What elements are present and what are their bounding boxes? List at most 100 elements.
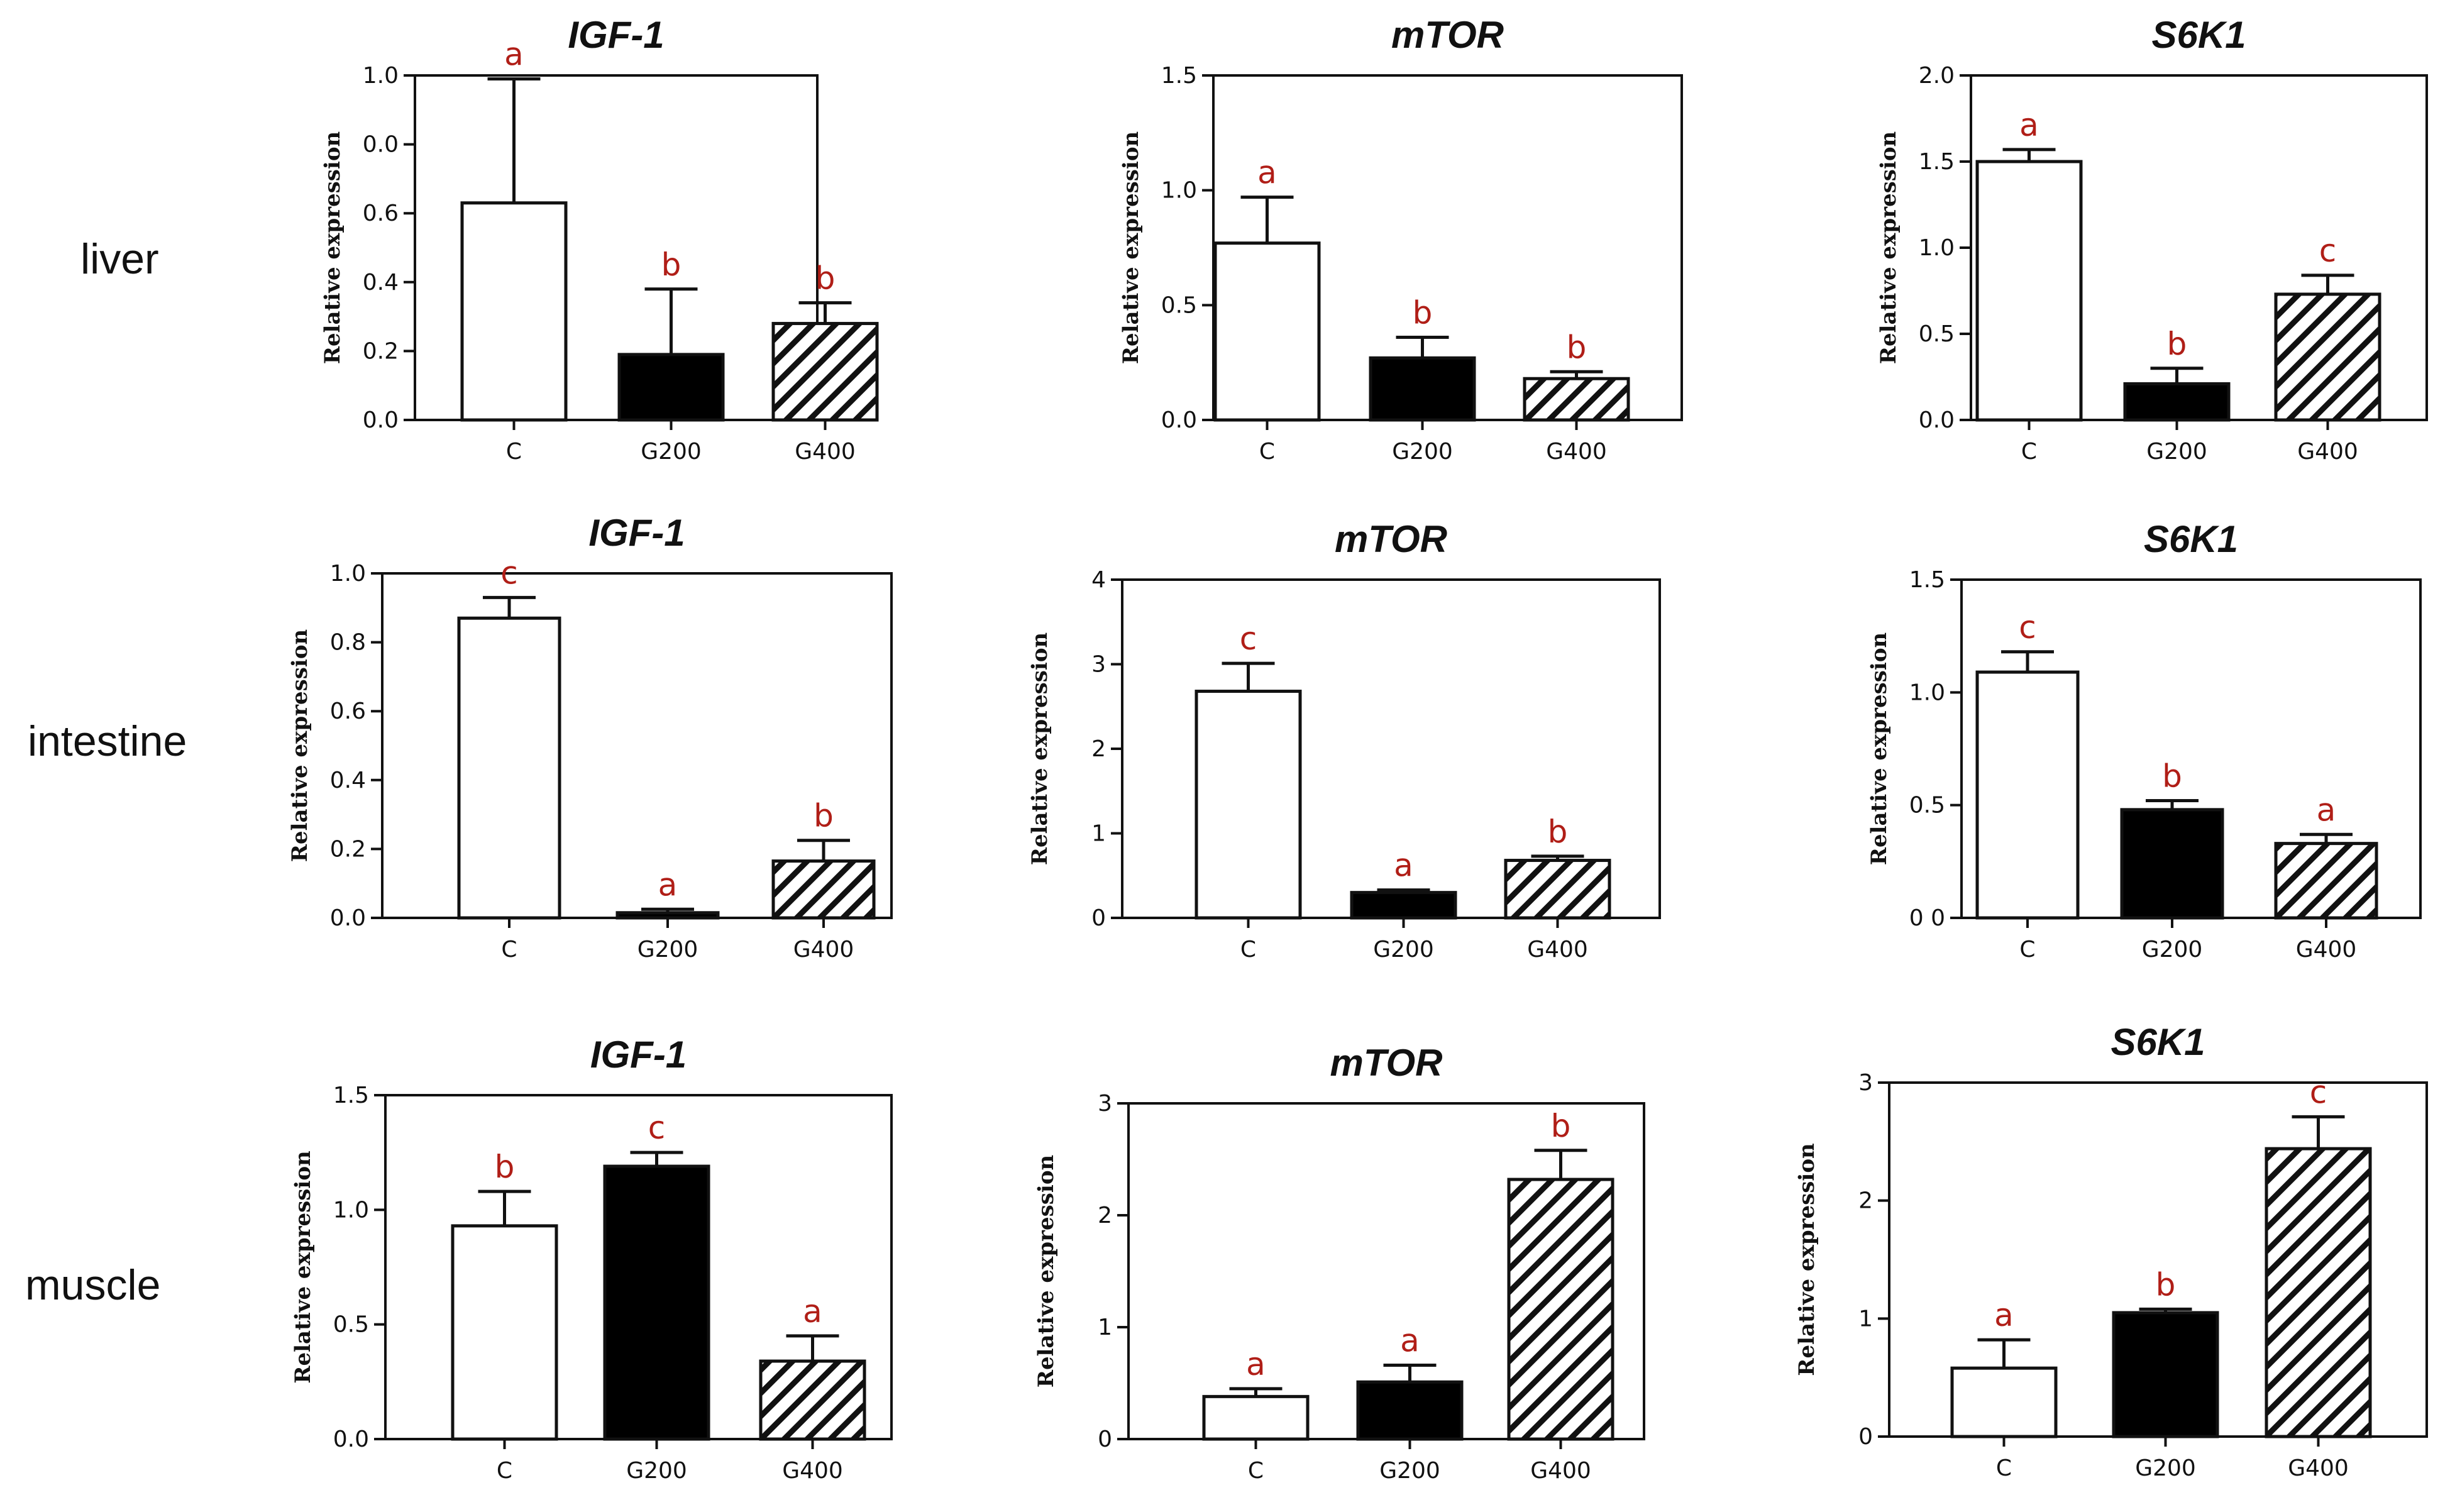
- y-tick-label: 0.4: [363, 270, 399, 295]
- y-tick-label: 1.0: [1919, 235, 1955, 261]
- y-tick-label: 0.0: [330, 905, 366, 931]
- bar-g400: [2265, 1147, 2372, 1438]
- y-tick-label: 1.0: [1909, 680, 1945, 705]
- bar-g200: [1356, 1380, 1464, 1441]
- x-tick-label: C: [1996, 1455, 2012, 1481]
- x-tick-label: G400: [782, 1458, 843, 1484]
- chart-liver-mtor: mTOR 0.0 0.5 1.0 1.5 Relative expression a Cb G2…: [1118, 14, 1683, 465]
- y-tick-label: 0.5: [1919, 321, 1955, 347]
- y-axis-label: Relative expression: [1794, 1143, 1819, 1376]
- y-tick-label: 1: [1858, 1306, 1873, 1332]
- chart-title: S6K1: [2151, 14, 2246, 56]
- chart-title: mTOR: [1330, 1042, 1443, 1084]
- y-tick-label: 1: [1098, 1315, 1112, 1340]
- y-tick-label: 1.5: [1919, 149, 1955, 175]
- y-tick-label: 2: [1098, 1203, 1112, 1228]
- y-tick-label: 0.0: [333, 1426, 369, 1452]
- y-tick-label: 1.5: [333, 1083, 369, 1108]
- x-tick-label: G400: [2297, 439, 2358, 465]
- row-label-muscle: muscle: [25, 1261, 161, 1309]
- y-tick-label: 0.0: [363, 132, 399, 158]
- x-tick-label: C: [1240, 937, 1256, 963]
- bar-g200: [603, 1164, 710, 1441]
- bar-g200: [1369, 356, 1476, 422]
- y-tick-label: 0.8: [330, 630, 366, 656]
- significance-letter: b: [814, 798, 834, 834]
- significance-letter: a: [1400, 1323, 1420, 1359]
- bar-g200: [617, 353, 725, 422]
- significance-letter: c: [1240, 621, 1257, 657]
- bar-c: [457, 616, 561, 920]
- bar-g400: [2274, 842, 2378, 920]
- bar-g400: [2274, 292, 2381, 422]
- y-tick-label: 0.6: [330, 698, 366, 724]
- bar-c: [460, 201, 568, 422]
- significance-letter: a: [1246, 1346, 1266, 1382]
- y-tick-label: 0.6: [363, 201, 399, 226]
- significance-letter: b: [815, 260, 836, 297]
- significance-letter: b: [1567, 329, 1587, 365]
- y-tick-label: 3: [1098, 1091, 1112, 1117]
- y-tick-label: 1.0: [330, 561, 366, 587]
- bar-g400: [1507, 1178, 1614, 1441]
- significance-letter: c: [2319, 233, 2337, 269]
- bar-g400: [771, 859, 876, 920]
- y-tick-label: 4: [1091, 567, 1106, 593]
- y-tick-label: 3: [1091, 652, 1106, 678]
- bar-c: [1950, 1366, 2058, 1438]
- significance-letter: b: [1548, 814, 1568, 850]
- significance-letter: b: [661, 246, 681, 283]
- x-tick-label: G400: [1527, 937, 1588, 963]
- plot-frame: [414, 74, 819, 421]
- x-tick-label: C: [2019, 937, 2035, 963]
- x-tick-label: G400: [2296, 937, 2357, 963]
- chart-muscle-mtor: mTOR 0 1 2 3 Relative expression a Ca G200 b G400: [1034, 1042, 1645, 1484]
- chart-liver-s6k1: S6K1 0.0 0.5 1.0 1.5 2.0 Relative expression a C…: [1876, 14, 2428, 465]
- chart-title: IGF-1: [568, 14, 664, 56]
- significance-letter: a: [803, 1293, 822, 1330]
- x-tick-label: C: [497, 1458, 512, 1484]
- x-tick-label: G200: [2142, 937, 2203, 963]
- y-tick-label: 0.4: [330, 768, 366, 793]
- chart-title: IGF-1: [588, 512, 685, 554]
- significance-letter: b: [2162, 758, 2182, 794]
- y-tick-label: 0.2: [363, 338, 399, 364]
- x-tick-label: G400: [795, 439, 856, 465]
- bar-g200: [2112, 1311, 2219, 1438]
- significance-letter: b: [2167, 326, 2187, 362]
- bar-c: [1975, 160, 2083, 422]
- bar-g200: [615, 911, 720, 920]
- significance-letter: a: [1394, 847, 1413, 884]
- y-axis-label: Relative expression: [287, 629, 312, 863]
- y-tick-label: 1.5: [1909, 567, 1945, 593]
- row-label-intestine: intestine: [28, 717, 187, 765]
- y-axis-label: Relative expression: [1876, 131, 1901, 365]
- y-tick-label: 1.0: [333, 1197, 369, 1223]
- x-tick-label: G200: [637, 937, 698, 963]
- significance-letter: b: [1551, 1108, 1571, 1144]
- bar-c: [1213, 241, 1321, 422]
- y-tick-label: 0.2: [330, 836, 366, 862]
- significance-letter: c: [2310, 1074, 2327, 1110]
- chart-intestine-igf-1: IGF-1 0.0 0.2 0.4 0.6 0.8 1.0 Relative expressi…: [287, 512, 893, 963]
- y-tick-label: 2: [1858, 1188, 1873, 1214]
- x-tick-label: G400: [1546, 439, 1607, 465]
- bar-g400: [1504, 859, 1611, 920]
- bar-g400: [771, 322, 879, 422]
- significance-letter: b: [1413, 294, 1433, 331]
- y-tick-label: 0.5: [1909, 793, 1945, 819]
- y-axis-label: Relative expression: [1027, 632, 1052, 866]
- bar-g400: [1523, 377, 1630, 422]
- chart-liver-igf-1: IGF-1 0.0 0.2 0.4 0.6 0.0 1.0 Relative expressi…: [320, 14, 879, 465]
- y-tick-label: 1: [1091, 821, 1106, 847]
- y-axis-label: Relative expression: [1118, 131, 1144, 365]
- x-tick-label: G200: [1379, 1458, 1440, 1484]
- bar-c: [1202, 1394, 1310, 1441]
- bar-c: [1195, 690, 1302, 920]
- x-tick-label: G200: [1373, 937, 1434, 963]
- row-label-liver: liver: [80, 235, 159, 283]
- y-tick-label: 2: [1091, 736, 1106, 762]
- x-tick-label: C: [1259, 439, 1275, 465]
- y-tick-label: 1.0: [363, 63, 399, 89]
